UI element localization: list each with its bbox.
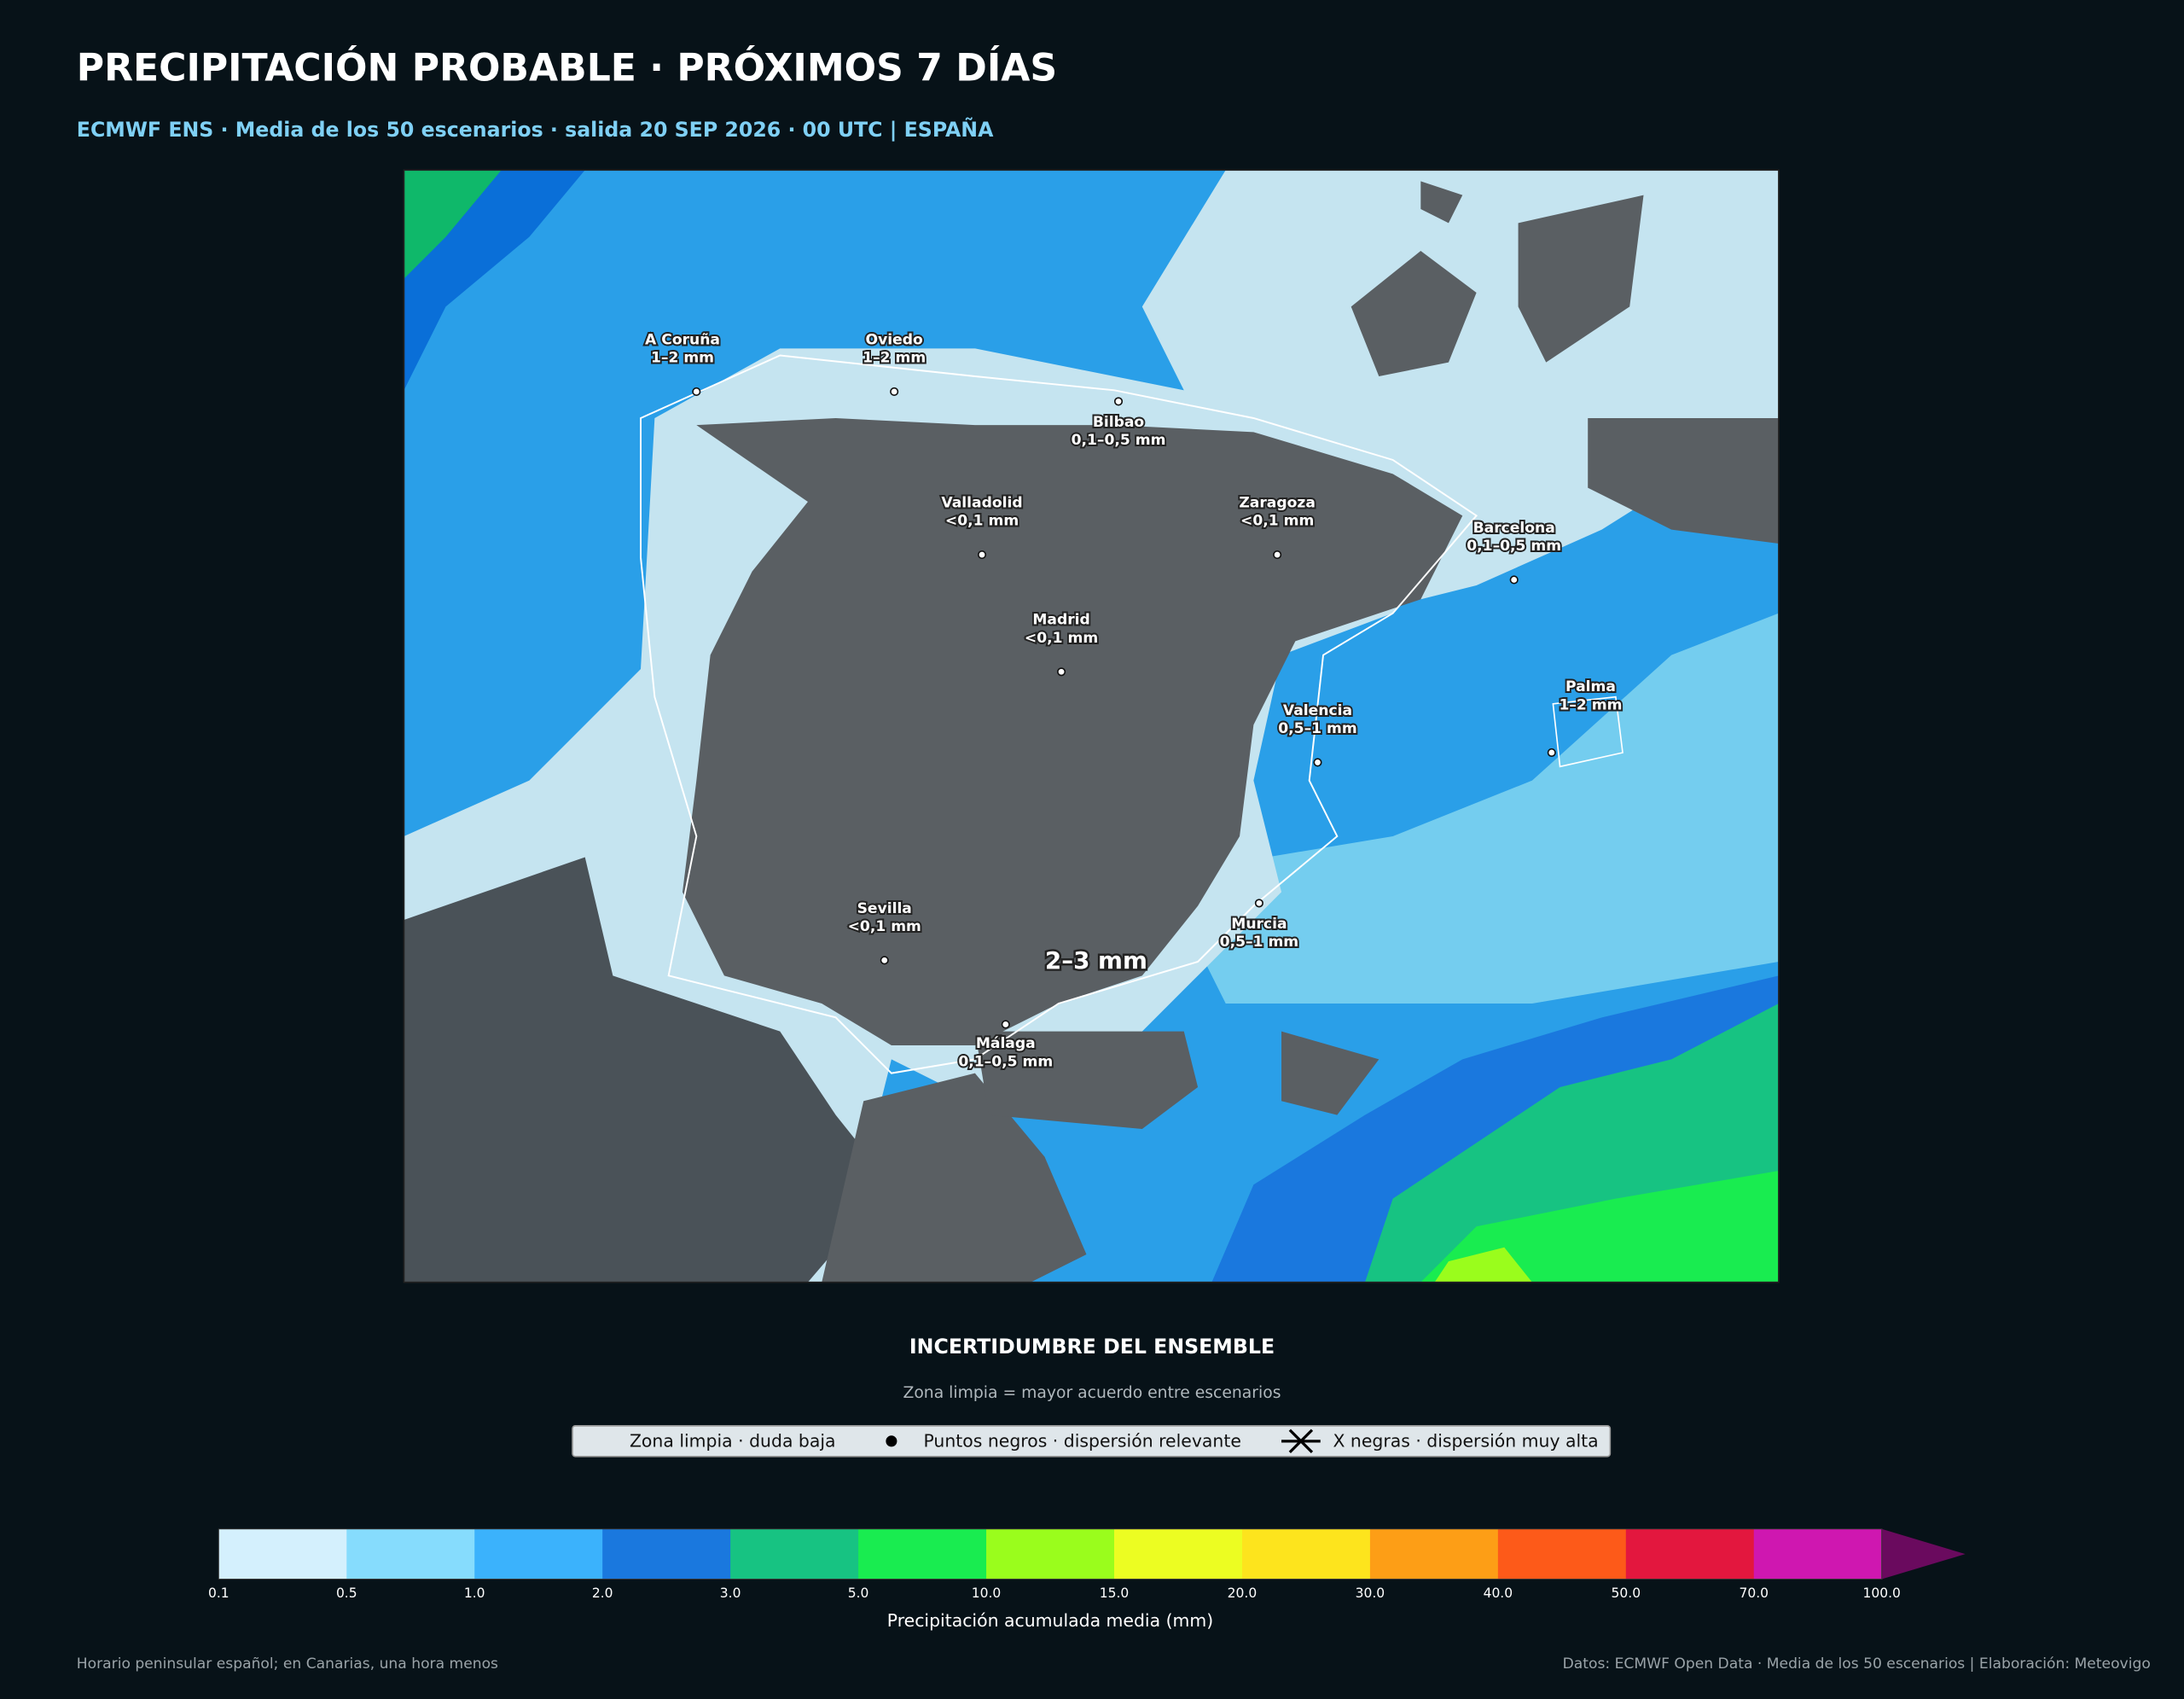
colorbar-tick-label: 70.0 — [1740, 1586, 1769, 1601]
city-value: <0,1 mm — [945, 513, 1019, 530]
colorbar-tick-label: 15.0 — [1100, 1586, 1130, 1601]
city-dot — [1273, 550, 1282, 560]
colorbar-tick-label: 10.0 — [972, 1586, 1002, 1601]
colorbar-frame — [218, 1528, 1883, 1580]
colorbar-segment — [858, 1528, 987, 1580]
colorbar-segment — [1753, 1528, 1883, 1580]
colorbar-tick-label: 2.0 — [592, 1586, 613, 1601]
uncertainty-subtitle: Zona limpia = mayor acuerdo entre escena… — [903, 1384, 1281, 1402]
colorbar-segment — [730, 1528, 859, 1580]
city-dot — [1057, 667, 1066, 677]
colorbar-tick-label: 5.0 — [848, 1586, 869, 1601]
city-value: <0,1 mm — [1025, 630, 1098, 647]
colorbar-extend — [1881, 1528, 1966, 1580]
city-value: 1–2 mm — [1559, 696, 1622, 713]
city-value: 0,5–1 mm — [1278, 720, 1356, 737]
colorbar-segment — [986, 1528, 1115, 1580]
city-dot — [1254, 899, 1263, 908]
colorbar-segment — [474, 1528, 604, 1580]
colorbar-label: Precipitación acumulada media (mm) — [887, 1610, 1214, 1631]
city-value: <0,1 mm — [848, 918, 921, 935]
colorbar-segment — [602, 1528, 731, 1580]
uncertainty-title: INCERTIDUMBRE DEL ENSEMBLE — [909, 1335, 1275, 1359]
city-name: Murcia — [1231, 916, 1287, 933]
city-name: Málaga — [976, 1035, 1036, 1052]
city-value: 1–2 mm — [651, 350, 714, 367]
city-name: Valencia — [1283, 702, 1352, 719]
city-dot — [977, 550, 987, 560]
city-name: Oviedo — [866, 331, 923, 348]
legend-item: X negras · dispersión muy alta — [1333, 1430, 1598, 1451]
footer-right: Datos: ECMWF Open Data · Media de los 50… — [1563, 1655, 2151, 1673]
colorbar-tick-label: 30.0 — [1356, 1586, 1385, 1601]
title: PRECIPITACIÓN PROBABLE · PRÓXIMOS 7 DÍAS — [77, 45, 1057, 90]
colorbar-tick-label: 0.1 — [208, 1586, 229, 1601]
uncertainty-legend: Zona limpia · duda baja Puntos negros · … — [572, 1425, 1612, 1458]
city-name: Zaragoza — [1239, 495, 1316, 512]
city-dot — [880, 956, 889, 965]
city-dot — [1509, 575, 1519, 585]
city-name: A Coruña — [645, 331, 720, 348]
legend-box — [572, 1425, 1612, 1458]
city-dot — [1113, 397, 1124, 406]
colorbar: 0.1 0.5 1.0 2.0 3.0 5.0 10.0 15.0 20.0 30.0 40.0 50… — [208, 1528, 1966, 1601]
colorbar-tick-label: 40.0 — [1484, 1586, 1513, 1601]
colorbar-segment — [1113, 1528, 1243, 1580]
colorbar-segment — [1497, 1528, 1627, 1580]
colorbar-tick-label: 100.0 — [1863, 1586, 1901, 1601]
city-value: 0,5–1 mm — [1220, 934, 1298, 951]
colorbar-tick-label: 20.0 — [1228, 1586, 1258, 1601]
city-name: Barcelona — [1473, 520, 1555, 537]
colorbar-tick-label: 50.0 — [1612, 1586, 1641, 1601]
colorbar-tick-label: 1.0 — [464, 1586, 485, 1601]
legend-dot — [886, 1435, 897, 1447]
city-value: 0,1–0,5 mm — [958, 1053, 1053, 1070]
city-dot — [1313, 758, 1322, 767]
city-value: 0,1–0,5 mm — [1072, 432, 1166, 449]
city-name: Sevilla — [857, 900, 912, 917]
highlight-label: 2–3 mm — [1045, 946, 1147, 975]
colorbar-segment — [1369, 1528, 1499, 1580]
city-value: <0,1 mm — [1240, 513, 1314, 530]
colorbar-tick-label: 3.0 — [720, 1586, 741, 1601]
colorbar-segment — [346, 1528, 476, 1580]
legend-item: Zona limpia · duda baja — [630, 1430, 836, 1451]
city-value: 1–2 mm — [863, 350, 926, 367]
colorbar-segment — [218, 1528, 348, 1580]
city-dot — [1547, 748, 1556, 758]
city-dot — [1001, 1020, 1010, 1029]
colorbar-segment — [1241, 1528, 1371, 1580]
city-name: Valladolid — [941, 495, 1022, 512]
colorbar-tick-label: 0.5 — [336, 1586, 357, 1601]
subtitle: ECMWF ENS · Media de los 50 escenarios ·… — [77, 118, 994, 142]
city-dot — [692, 387, 701, 397]
city-name: Bilbao — [1093, 414, 1145, 431]
legend-item: Puntos negros · dispersión relevante — [923, 1430, 1240, 1451]
legend-x — [1281, 1428, 1321, 1454]
city-name: Madrid — [1032, 612, 1089, 629]
city-name: Palma — [1565, 678, 1616, 695]
city-value: 0,1–0,5 mm — [1467, 538, 1561, 555]
city-dot — [890, 387, 899, 397]
footer-left: Horario peninsular español; en Canarias,… — [77, 1655, 498, 1673]
colorbar-segment — [1625, 1528, 1755, 1580]
